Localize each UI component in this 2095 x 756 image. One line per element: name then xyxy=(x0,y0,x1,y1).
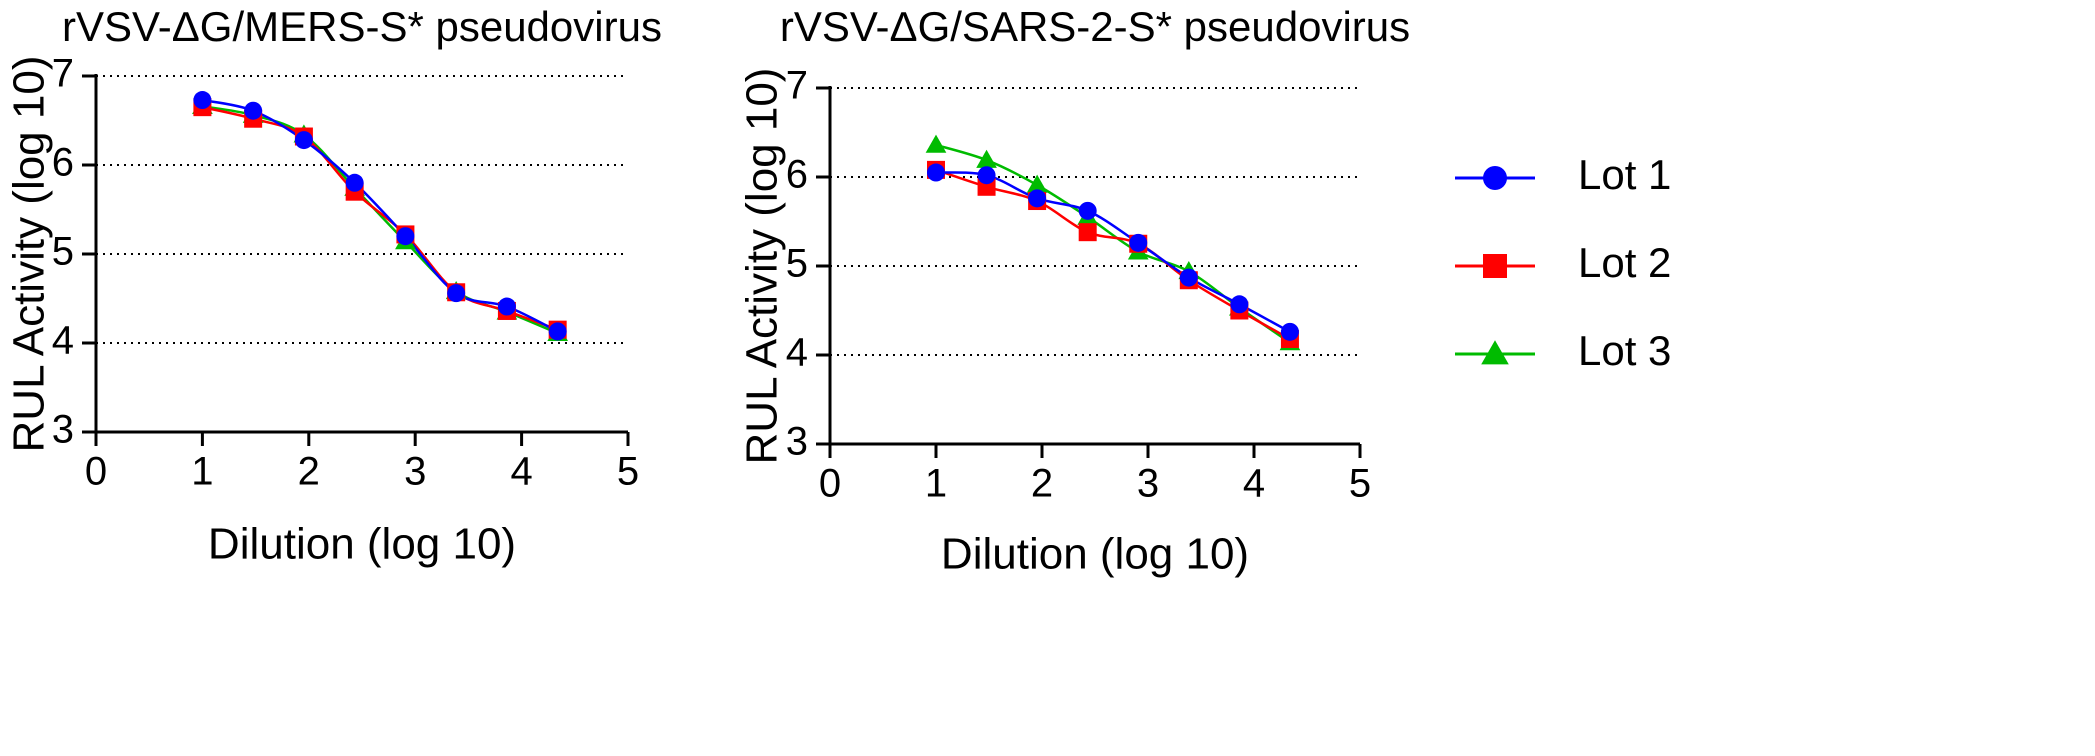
x-tick-label: 0 xyxy=(819,462,841,506)
x-tick-label: 3 xyxy=(1137,462,1159,506)
x-tick-label: 1 xyxy=(925,462,947,506)
data-point-lot-1 xyxy=(1280,322,1299,341)
x-axis-label: Dilution (log 10) xyxy=(941,530,1249,579)
legend-label: Lot 3 xyxy=(1578,327,1671,374)
y-tick-label: 5 xyxy=(52,230,74,274)
data-point-lot-1 xyxy=(1179,268,1198,287)
legend-label: Lot 2 xyxy=(1578,239,1671,286)
y-tick-label: 4 xyxy=(786,331,808,375)
x-tick-label: 1 xyxy=(191,450,213,494)
data-point-lot-1 xyxy=(977,166,996,185)
data-point-lot-1 xyxy=(497,297,516,316)
chart-title: rVSV-ΔG/SARS-2-S* pseudovirus xyxy=(780,3,1410,50)
legend-label: Lot 1 xyxy=(1578,151,1671,198)
data-point-lot-1 xyxy=(1078,201,1097,220)
y-tick-label: 3 xyxy=(786,420,808,464)
x-tick-label: 5 xyxy=(1349,462,1371,506)
legend: Lot 1 Lot 2 Lot 3 xyxy=(1455,151,1671,374)
x-tick-label: 4 xyxy=(510,450,532,494)
data-point-lot-1 xyxy=(927,163,945,182)
legend-marker-triangle xyxy=(1481,340,1509,365)
y-tick-label: 5 xyxy=(786,242,808,286)
data-point-lot-1 xyxy=(294,131,313,150)
x-tick-label: 3 xyxy=(404,450,426,494)
x-tick-label: 4 xyxy=(1243,462,1265,506)
y-tick-label: 6 xyxy=(786,153,808,197)
data-point-lot-1 xyxy=(1028,189,1047,208)
chart-title: rVSV-ΔG/MERS-S* pseudovirus xyxy=(62,3,662,50)
y-axis-label: RUL Activity (log 10) xyxy=(5,56,54,453)
data-point-lot-1 xyxy=(548,322,567,341)
y-tick-label: 6 xyxy=(52,141,74,185)
data-point-lot-3 xyxy=(925,134,947,153)
data-point-lot-1 xyxy=(193,91,212,110)
data-point-lot-1 xyxy=(396,227,415,246)
legend-marker-circle xyxy=(1483,166,1507,190)
x-tick-label: 0 xyxy=(85,450,107,494)
data-point-lot-2 xyxy=(1078,223,1097,242)
x-tick-label: 2 xyxy=(298,450,320,494)
data-point-lot-1 xyxy=(447,284,466,303)
y-axis-label: RUL Activity (log 10) xyxy=(738,68,787,465)
data-point-lot-3 xyxy=(1026,174,1048,193)
data-point-lot-1 xyxy=(1230,295,1249,314)
data-point-lot-3 xyxy=(976,149,997,168)
y-tick-label: 3 xyxy=(52,408,74,452)
chart-mers: rVSV-ΔG/MERS-S* pseudovirus 3 4 5 6 7 0 1 2 3 4 5 Di… xyxy=(5,3,662,569)
y-tick-label: 4 xyxy=(52,319,74,363)
legend-marker-square xyxy=(1483,254,1507,278)
x-tick-label: 2 xyxy=(1031,462,1053,506)
chart-sars2: rVSV-ΔG/SARS-2-S* pseudovirus 3 4 5 6 7 0 1 2 3 4 5… xyxy=(738,3,1411,579)
data-point-lot-1 xyxy=(345,173,364,192)
x-axis-label: Dilution (log 10) xyxy=(208,520,516,569)
data-point-lot-1 xyxy=(1129,233,1148,252)
series-line-lot-2 xyxy=(202,105,559,331)
data-point-lot-1 xyxy=(244,101,263,120)
y-tick-label: 7 xyxy=(52,52,74,96)
y-tick-label: 7 xyxy=(786,64,808,108)
x-tick-label: 5 xyxy=(617,450,639,494)
